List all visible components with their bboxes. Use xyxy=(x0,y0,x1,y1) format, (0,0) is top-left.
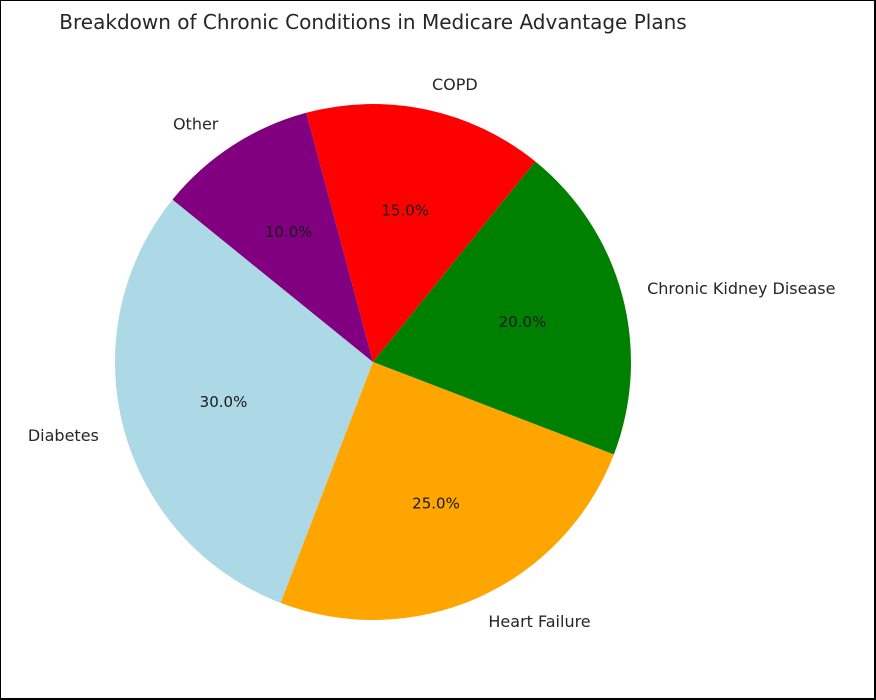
slice-pct-diabetes: 30.0% xyxy=(200,393,248,411)
slice-label-heart-failure: Heart Failure xyxy=(488,612,590,631)
slice-label-other: Other xyxy=(173,115,219,134)
chart-title: Breakdown of Chronic Conditions in Medic… xyxy=(59,10,687,34)
pie-slice-heart-failure xyxy=(280,362,614,620)
slice-pct-chronic-kidney-disease: 20.0% xyxy=(499,313,547,331)
slice-pct-copd: 15.0% xyxy=(381,202,429,220)
slice-label-diabetes: Diabetes xyxy=(28,426,99,445)
slice-label-chronic-kidney-disease: Chronic Kidney Disease xyxy=(647,279,835,298)
pie-slice-chronic-kidney-disease xyxy=(373,161,631,455)
pie-slice-diabetes xyxy=(115,199,373,603)
slice-pct-other: 10.0% xyxy=(265,223,313,241)
pie-slice-other xyxy=(172,112,373,362)
pie-slice-copd xyxy=(306,104,536,362)
slice-pct-heart-failure: 25.0% xyxy=(412,494,460,512)
slice-label-copd: COPD xyxy=(432,75,478,94)
